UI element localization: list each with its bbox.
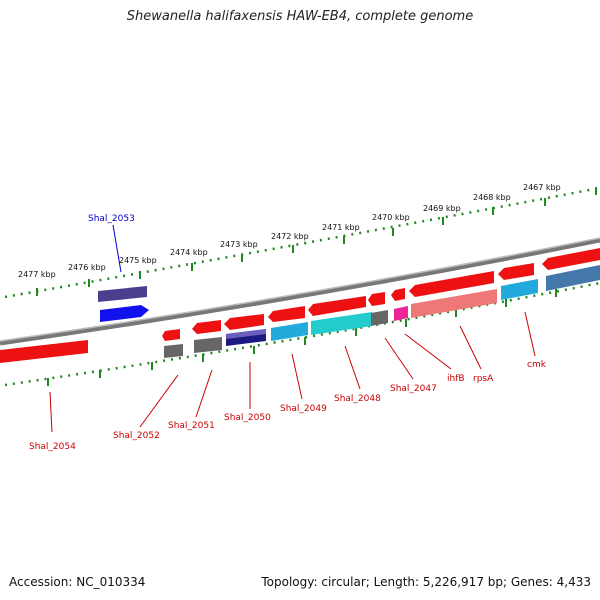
gene-shal2048-rna[interactable] [371, 310, 388, 326]
gene-shal2048[interactable] [311, 312, 372, 335]
gene-shal2047-forward[interactable] [368, 292, 385, 306]
kbp-label: 2475 kbp [119, 256, 157, 265]
label-shal2047[interactable]: Shal_2047 [390, 384, 437, 394]
gene-shal2054[interactable] [0, 340, 88, 363]
outer-scale-ruler [4, 186, 600, 299]
label-leaders [49, 224, 536, 433]
kbp-label: 2471 kbp [322, 223, 360, 232]
gene-rpsa[interactable] [411, 289, 497, 318]
gene-shal2051-forward[interactable] [192, 320, 221, 334]
gene-shal2051[interactable] [194, 337, 222, 353]
forward-strand-genes [98, 248, 600, 341]
label-shal2050[interactable]: Shal_2050 [224, 413, 271, 423]
gene-shal2052-forward[interactable] [162, 329, 180, 341]
gene-shal2050-top [226, 329, 266, 339]
kbp-label: 2476 kbp [68, 263, 106, 272]
label-shal2053[interactable]: Shal_2053 [88, 214, 135, 224]
kbp-label: 2473 kbp [220, 240, 258, 249]
kbp-label: 2474 kbp [170, 248, 208, 257]
label-shal2049[interactable]: Shal_2049 [280, 404, 327, 414]
gene-next-reverse[interactable] [546, 265, 600, 291]
label-shal2052[interactable]: Shal_2052 [113, 431, 160, 441]
gene-shal2049[interactable] [271, 322, 308, 341]
gene-cmk[interactable] [501, 279, 538, 300]
gene-label-group: Shal_2053 Shal_2054 Shal_2052 Shal_2051 … [29, 214, 547, 452]
reverse-strand-genes [0, 265, 600, 363]
gene-cmk-forward[interactable] [498, 263, 534, 280]
kbp-label: 2477 kbp [18, 270, 56, 279]
label-rpsa[interactable]: rpsA [473, 374, 494, 384]
label-shal2048[interactable]: Shal_2048 [334, 394, 381, 404]
label-shal2054[interactable]: Shal_2054 [29, 442, 76, 452]
kbp-label: 2470 kbp [372, 213, 410, 222]
kbp-labels: 2477 kbp 2476 kbp 2475 kbp 2474 kbp 2473… [18, 183, 561, 279]
gene-shal2052[interactable] [164, 344, 183, 358]
gene-shal2048-forward[interactable] [308, 296, 366, 316]
gene-shal2053[interactable] [100, 305, 149, 322]
gene-shal2047[interactable] [394, 306, 408, 321]
gene-rpsa-forward[interactable] [409, 271, 494, 297]
label-shal2051[interactable]: Shal_2051 [168, 421, 215, 431]
genome-backbone [0, 237, 600, 346]
genome-summary-text: Topology: circular; Length: 5,226,917 bp… [261, 575, 591, 589]
gene-next-forward[interactable] [542, 248, 600, 270]
label-ihfb[interactable]: ihfB [447, 374, 465, 384]
kbp-label: 2469 kbp [423, 204, 461, 213]
kbp-label: 2468 kbp [473, 193, 511, 202]
map-title: Shewanella halifaxensis HAW-EB4, complet… [126, 9, 474, 24]
kbp-label: 2467 kbp [523, 183, 561, 192]
accession-text: Accession: NC_010334 [9, 575, 146, 589]
gene-shal2050-forward[interactable] [224, 314, 264, 330]
outer-major-ticks [36, 187, 597, 296]
kbp-label: 2472 kbp [271, 232, 309, 241]
inner-major-ticks [47, 289, 557, 386]
gene-shal2053-rna[interactable] [98, 286, 147, 302]
genome-backbone-highlight [0, 237, 600, 342]
gene-ihfb-forward[interactable] [391, 288, 405, 301]
label-cmk[interactable]: cmk [527, 360, 547, 370]
gene-shal2049-forward[interactable] [268, 306, 305, 322]
